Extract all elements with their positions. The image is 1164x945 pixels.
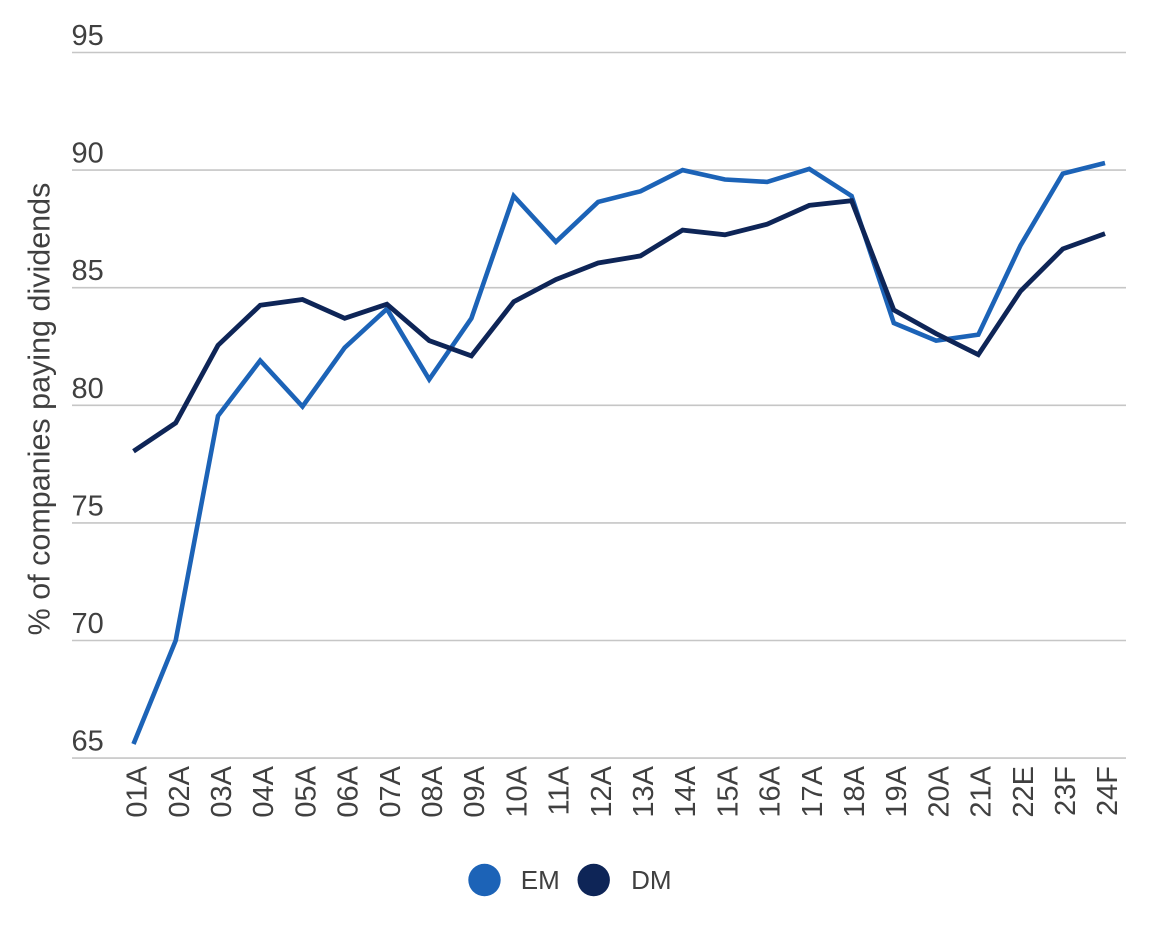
svg-text:05A: 05A: [290, 765, 322, 817]
svg-text:DM: DM: [631, 865, 671, 895]
svg-text:13A: 13A: [628, 765, 660, 817]
svg-text:21A: 21A: [966, 765, 998, 817]
svg-text:04A: 04A: [248, 765, 280, 817]
svg-text:EM: EM: [521, 865, 560, 895]
svg-text:20A: 20A: [923, 765, 955, 817]
svg-text:75: 75: [72, 490, 104, 522]
svg-text:09A: 09A: [459, 765, 491, 817]
svg-text:03A: 03A: [206, 765, 238, 817]
svg-text:18A: 18A: [839, 765, 871, 817]
svg-text:08A: 08A: [417, 765, 449, 817]
svg-text:14A: 14A: [670, 765, 702, 817]
svg-text:90: 90: [72, 138, 104, 170]
svg-text:24F: 24F: [1092, 766, 1124, 816]
svg-text:80: 80: [72, 373, 104, 405]
svg-text:22E: 22E: [1008, 766, 1040, 818]
svg-text:19A: 19A: [881, 765, 913, 817]
svg-text:85: 85: [72, 255, 104, 287]
svg-text:07A: 07A: [375, 765, 407, 817]
svg-text:65: 65: [72, 726, 104, 758]
svg-text:11A: 11A: [544, 765, 576, 815]
svg-text:12A: 12A: [586, 765, 618, 817]
svg-text:% of companies paying dividend: % of companies paying dividends: [23, 183, 57, 636]
svg-text:70: 70: [72, 608, 104, 640]
svg-text:06A: 06A: [333, 765, 365, 817]
svg-text:23F: 23F: [1050, 766, 1082, 816]
svg-text:16A: 16A: [755, 765, 787, 817]
svg-text:01A: 01A: [122, 765, 154, 817]
svg-text:95: 95: [72, 20, 104, 52]
svg-text:10A: 10A: [501, 765, 533, 817]
svg-text:17A: 17A: [797, 765, 829, 817]
svg-text:02A: 02A: [164, 765, 196, 817]
svg-text:15A: 15A: [712, 765, 744, 817]
